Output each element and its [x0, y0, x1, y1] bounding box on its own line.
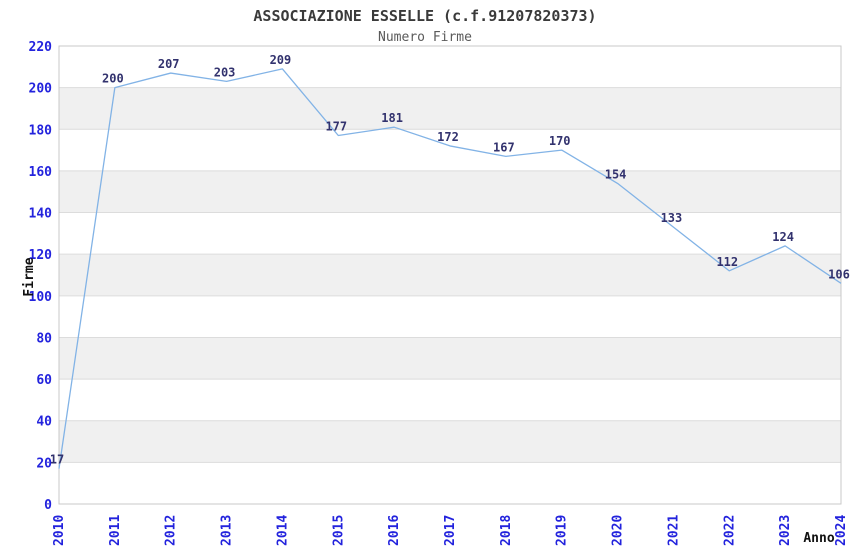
x-tick-label: 2020	[611, 515, 626, 546]
x-tick-label: 2017	[443, 515, 458, 546]
value-label: 200	[102, 72, 124, 86]
value-label: 209	[270, 53, 292, 67]
value-label: 203	[214, 65, 236, 79]
x-tick-label: 2014	[275, 515, 290, 546]
x-axis-title: Anno	[803, 531, 834, 546]
plot-band	[59, 420, 841, 463]
plot-band	[59, 87, 841, 130]
x-tick-label: 2015	[331, 515, 346, 546]
value-label: 172	[437, 130, 459, 144]
y-tick-label: 20	[36, 456, 52, 471]
x-tick-label: 2023	[778, 515, 793, 546]
value-label: 177	[325, 120, 347, 134]
plot-band	[59, 337, 841, 380]
y-tick-label: 100	[29, 290, 53, 305]
value-label: 167	[493, 140, 515, 154]
x-tick-label: 2019	[555, 515, 570, 546]
x-tick-label: 2013	[220, 515, 235, 546]
y-tick-label: 140	[29, 207, 53, 222]
value-label: 124	[772, 230, 794, 244]
value-label: 154	[605, 167, 627, 181]
x-tick-label: 2011	[108, 515, 123, 546]
y-tick-label: 200	[29, 82, 53, 97]
y-tick-label: 60	[36, 373, 52, 388]
value-label: 170	[549, 134, 571, 148]
chart-title: ASSOCIAZIONE ESSELLE (c.f.91207820373)	[253, 7, 596, 25]
chart-subtitle: Numero Firme	[378, 30, 472, 45]
x-tick-label: 2010	[52, 515, 67, 546]
y-tick-label: 80	[36, 331, 52, 346]
y-tick-label: 160	[29, 165, 53, 180]
value-label: 106	[828, 267, 850, 281]
value-label: 181	[381, 111, 403, 125]
value-label: 112	[716, 255, 738, 269]
y-tick-label: 0	[44, 498, 52, 513]
value-label: 207	[158, 57, 180, 71]
y-axis-title: Firme	[22, 257, 37, 296]
x-tick-label: 2018	[499, 515, 514, 546]
value-label: 17	[50, 453, 64, 467]
x-tick-label: 2012	[164, 515, 179, 546]
x-tick-label: 2024	[834, 515, 849, 546]
y-tick-label: 40	[36, 415, 52, 430]
y-tick-label: 120	[29, 248, 53, 263]
x-tick-label: 2016	[387, 515, 402, 546]
plot-border	[58, 45, 842, 505]
x-tick-label: 2022	[722, 515, 737, 546]
y-tick-label: 220	[29, 40, 53, 55]
plot-band	[59, 254, 841, 296]
plot-band	[59, 170, 841, 213]
series-line	[58, 68, 842, 469]
x-tick-label: 2021	[666, 515, 681, 546]
y-tick-label: 180	[29, 123, 53, 138]
value-label: 133	[661, 211, 683, 225]
